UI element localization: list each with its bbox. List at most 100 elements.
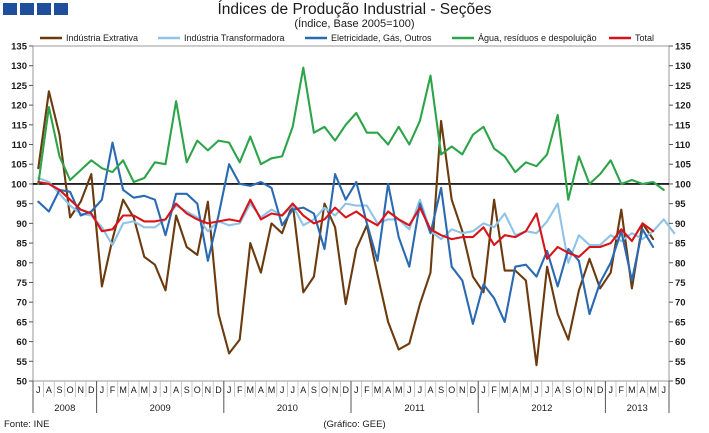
y-tick-label-left: 90 — [16, 219, 27, 230]
x-month-label: M — [119, 385, 127, 395]
x-month-label: J — [534, 385, 539, 395]
x-month-label: A — [385, 385, 391, 395]
x-month-label: O — [321, 385, 328, 395]
y-tick-label-right: 50 — [675, 377, 686, 388]
y-tick-label-right: 85 — [675, 239, 686, 250]
x-month-label: J — [36, 385, 41, 395]
x-month-label: M — [374, 385, 382, 395]
y-tick-label-left: 70 — [16, 298, 27, 309]
y-tick-label-right: 65 — [675, 317, 686, 328]
y-tick-label-left: 125 — [11, 81, 28, 92]
y-tick-label-right: 120 — [675, 101, 691, 112]
series-line — [37, 176, 676, 264]
x-year-label: 2009 — [150, 403, 171, 414]
x-year-label: 2008 — [54, 403, 75, 414]
x-month-label: F — [110, 385, 116, 395]
y-tick-label-left: 85 — [16, 239, 27, 250]
x-month-label: A — [555, 385, 561, 395]
x-month-label: D — [342, 385, 349, 395]
x-month-label: N — [459, 385, 466, 395]
x-month-label: M — [522, 385, 530, 395]
x-month-label: M — [501, 385, 509, 395]
x-month-label: O — [194, 385, 201, 395]
y-tick-label-left: 60 — [16, 337, 27, 348]
x-month-label: F — [491, 385, 497, 395]
x-month-label: J — [100, 385, 105, 395]
y-tick-label-left: 105 — [11, 160, 28, 171]
y-tick-label-left: 135 — [11, 42, 28, 53]
y-tick-label-left: 75 — [16, 278, 27, 289]
x-month-label: S — [56, 385, 62, 395]
gee-logo — [3, 3, 68, 15]
x-month-label: D — [597, 385, 604, 395]
x-month-label: M — [649, 385, 657, 395]
y-tick-label-right: 100 — [675, 179, 691, 190]
x-month-label: O — [448, 385, 455, 395]
y-tick-label-right: 95 — [675, 199, 686, 210]
x-month-label: F — [364, 385, 370, 395]
y-tick-label-right: 105 — [675, 160, 692, 171]
legend-label: Total — [635, 33, 654, 43]
x-month-label: A — [639, 385, 645, 395]
x-month-label: A — [427, 385, 433, 395]
y-tick-label-left: 50 — [16, 377, 27, 388]
x-month-label: N — [205, 385, 212, 395]
axes: 50 50 55 55 60 60 65 65 70 70 75 75 80 80 85 85 90 90 95 95… — [11, 42, 691, 415]
x-month-label: M — [268, 385, 276, 395]
x-month-label: J — [153, 385, 158, 395]
x-month-label: J — [407, 385, 412, 395]
x-month-label: A — [131, 385, 137, 395]
x-month-label: M — [395, 385, 403, 395]
x-month-label: J — [608, 385, 613, 395]
x-year-label: 2010 — [277, 403, 298, 414]
y-tick-label-right: 60 — [675, 337, 686, 348]
x-year-label: 2011 — [404, 403, 424, 414]
y-tick-label-right: 130 — [675, 61, 691, 72]
series-line — [37, 66, 665, 201]
x-month-label: O — [67, 385, 74, 395]
x-month-label: A — [300, 385, 306, 395]
x-month-label: J — [354, 385, 359, 395]
x-month-label: J — [418, 385, 423, 395]
y-tick-label-right: 80 — [675, 258, 686, 269]
x-month-label: D — [215, 385, 222, 395]
y-tick-label-left: 120 — [11, 101, 27, 112]
y-tick-label-left: 95 — [16, 199, 27, 210]
y-tick-label-left: 100 — [11, 179, 27, 190]
x-month-label: J — [481, 385, 486, 395]
x-month-label: F — [619, 385, 625, 395]
x-month-label: J — [661, 385, 666, 395]
x-month-label: J — [280, 385, 285, 395]
x-month-label: M — [247, 385, 255, 395]
x-month-label: J — [163, 385, 168, 395]
legend-label: Indústria Extrativa — [66, 33, 138, 43]
y-tick-label-left: 80 — [16, 258, 27, 269]
x-month-label: N — [332, 385, 339, 395]
legend-label: Água, resíduos e despoluição — [478, 33, 597, 43]
y-tick-label-right: 110 — [675, 140, 690, 151]
x-month-label: J — [545, 385, 550, 395]
y-tick-label-right: 115 — [675, 120, 691, 131]
x-month-label: A — [258, 385, 264, 395]
x-month-label: F — [237, 385, 243, 395]
source-note: Fonte: INE — [4, 419, 50, 430]
x-month-label: A — [46, 385, 52, 395]
series-lines — [37, 66, 676, 367]
x-month-label: J — [227, 385, 232, 395]
chart-title: Índices de Produção Industrial - Seções — [217, 1, 492, 18]
x-month-label: A — [173, 385, 179, 395]
x-month-label: S — [438, 385, 444, 395]
series-line — [37, 180, 655, 260]
legend: Indústria Extrativa Indústria Transformad… — [40, 33, 654, 43]
y-tick-label-left: 115 — [12, 120, 28, 131]
chart-subtitle: (Índice, Base 2005=100) — [294, 18, 415, 30]
x-year-label: 2012 — [531, 403, 552, 414]
x-month-label: S — [184, 385, 190, 395]
x-month-label: N — [586, 385, 593, 395]
series-line — [37, 141, 655, 325]
x-month-label: S — [565, 385, 571, 395]
y-tick-label-right: 90 — [675, 219, 686, 230]
x-month-label: O — [575, 385, 582, 395]
x-month-label: J — [290, 385, 295, 395]
